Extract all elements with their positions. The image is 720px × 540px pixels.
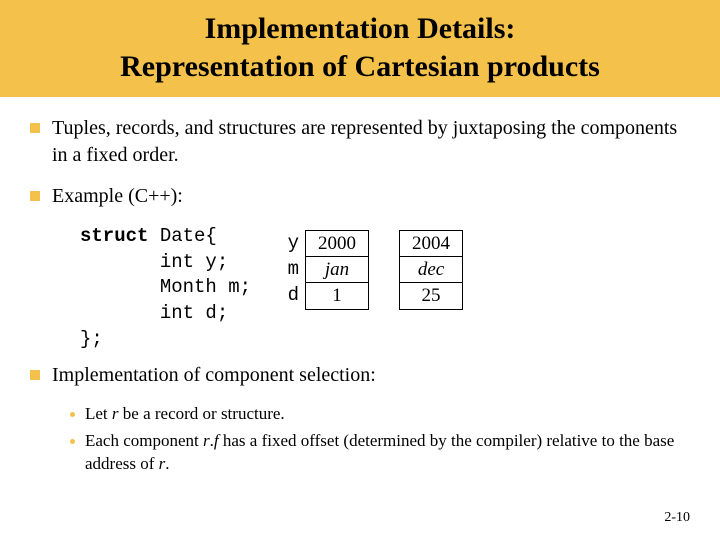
- cell-y: 2004: [400, 231, 462, 257]
- record-table-2: 2004 dec 25: [399, 230, 463, 310]
- bullet-item-3: Implementation of component selection:: [30, 362, 690, 389]
- code-line-4: int d;: [80, 302, 228, 324]
- bullet-item-2: Example (C++):: [30, 183, 690, 210]
- slide-number: 2-10: [664, 510, 690, 526]
- cell-d: 25: [400, 283, 462, 309]
- code-line-5: };: [80, 328, 103, 350]
- code-line-2: int y;: [80, 251, 228, 273]
- content-area: Tuples, records, and structures are repr…: [0, 97, 720, 476]
- record-table-1: y m d 2000 jan 1: [281, 230, 369, 310]
- slide-title: Implementation Details: Representation o…: [20, 10, 700, 85]
- record-tables: y m d 2000 jan 1 2004 dec 25: [281, 224, 463, 310]
- label-m: m: [281, 256, 299, 282]
- sub-bullet-1: Let r be a record or structure.: [70, 403, 690, 426]
- square-bullet-icon: [30, 370, 40, 380]
- sub-text-2: Each component r.f has a fixed offset (d…: [85, 430, 690, 476]
- bullet-text-3: Implementation of component selection:: [52, 362, 376, 389]
- record-1-cells: 2000 jan 1: [305, 230, 369, 310]
- title-line-1: Implementation Details:: [205, 12, 516, 45]
- title-block: Implementation Details: Representation o…: [0, 0, 720, 97]
- dot-bullet-icon: [70, 412, 75, 417]
- example-row: struct Date{ int y; Month m; int d; }; y…: [80, 224, 690, 352]
- cell-y: 2000: [306, 231, 368, 257]
- bullet-text-1: Tuples, records, and structures are repr…: [52, 115, 690, 169]
- label-d: d: [281, 282, 299, 308]
- record-2-cells: 2004 dec 25: [399, 230, 463, 310]
- code-block: struct Date{ int y; Month m; int d; };: [80, 224, 251, 352]
- bullet-item-1: Tuples, records, and structures are repr…: [30, 115, 690, 169]
- cell-m: dec: [400, 257, 462, 283]
- title-line-2: Representation of Cartesian products: [120, 50, 600, 83]
- dot-bullet-icon: [70, 439, 75, 444]
- field-labels: y m d: [281, 230, 299, 310]
- code-line-3: Month m;: [80, 276, 251, 298]
- sub-text-1: Let r be a record or structure.: [85, 403, 285, 426]
- code-keyword: struct: [80, 225, 148, 247]
- square-bullet-icon: [30, 123, 40, 133]
- code-line-1: Date{: [148, 225, 216, 247]
- cell-d: 1: [306, 283, 368, 309]
- bullet-text-2: Example (C++):: [52, 183, 183, 210]
- label-y: y: [281, 230, 299, 256]
- cell-m: jan: [306, 257, 368, 283]
- square-bullet-icon: [30, 191, 40, 201]
- sub-bullet-2: Each component r.f has a fixed offset (d…: [70, 430, 690, 476]
